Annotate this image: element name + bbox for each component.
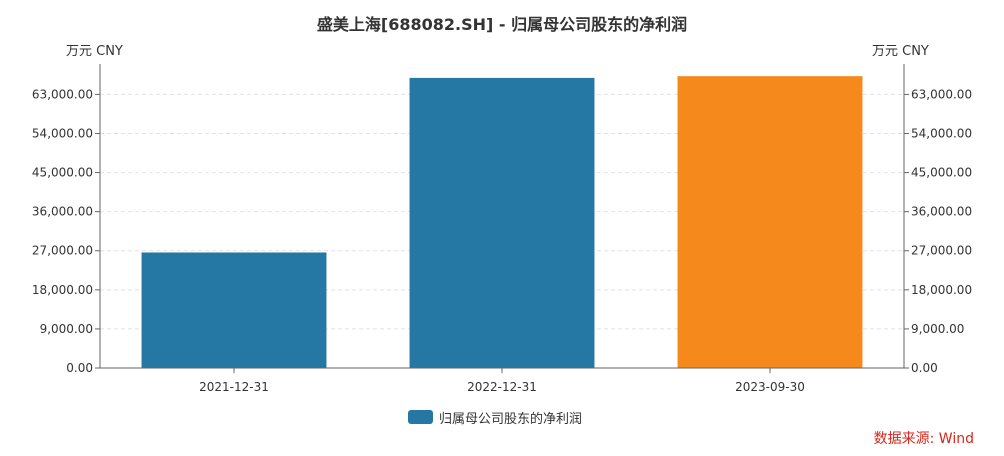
bar-2021-12-31 <box>141 252 327 368</box>
data-source: 数据来源: Wind <box>873 431 974 447</box>
y-tick-label-right: 36,000.00 <box>911 205 972 219</box>
y-tick-label-left: 54,000.00 <box>32 126 93 140</box>
legend-swatch <box>408 410 433 424</box>
x-tick-label: 2021-12-31 <box>199 380 269 394</box>
y-tick-label-right: 9,000.00 <box>911 322 964 336</box>
y-tick-label-left: 0.00 <box>66 361 93 375</box>
x-tick-label: 2022-12-31 <box>467 380 537 394</box>
y-tick-label-left: 27,000.00 <box>32 244 93 258</box>
y-tick-label-left: 9,000.00 <box>40 322 93 336</box>
y-tick-label-left: 45,000.00 <box>32 166 93 180</box>
y-tick-label-right: 27,000.00 <box>911 244 972 258</box>
chart-title: 盛美上海[688082.SH] - 归属母公司股东的净利润 <box>316 15 688 34</box>
y-tick-label-left: 63,000.00 <box>32 87 93 101</box>
y-tick-label-right: 54,000.00 <box>911 126 972 140</box>
bar-2022-12-31 <box>409 77 595 368</box>
y-tick-label-right: 45,000.00 <box>911 166 972 180</box>
y-tick-label-left: 36,000.00 <box>32 205 93 219</box>
chart-legend[interactable]: 归属母公司股东的净利润 <box>408 408 583 427</box>
right-axis-unit: 万元 CNY <box>872 44 929 59</box>
bar-2023-09-30 <box>677 76 863 368</box>
legend-label: 归属母公司股东的净利润 <box>439 411 583 427</box>
y-tick-label-right: 0.00 <box>911 361 938 375</box>
y-tick-label-left: 18,000.00 <box>32 283 93 297</box>
y-tick-label-right: 63,000.00 <box>911 87 972 101</box>
x-tick-label: 2023-09-30 <box>735 380 805 394</box>
y-tick-label-right: 18,000.00 <box>911 283 972 297</box>
left-axis-unit: 万元 CNY <box>66 44 123 59</box>
